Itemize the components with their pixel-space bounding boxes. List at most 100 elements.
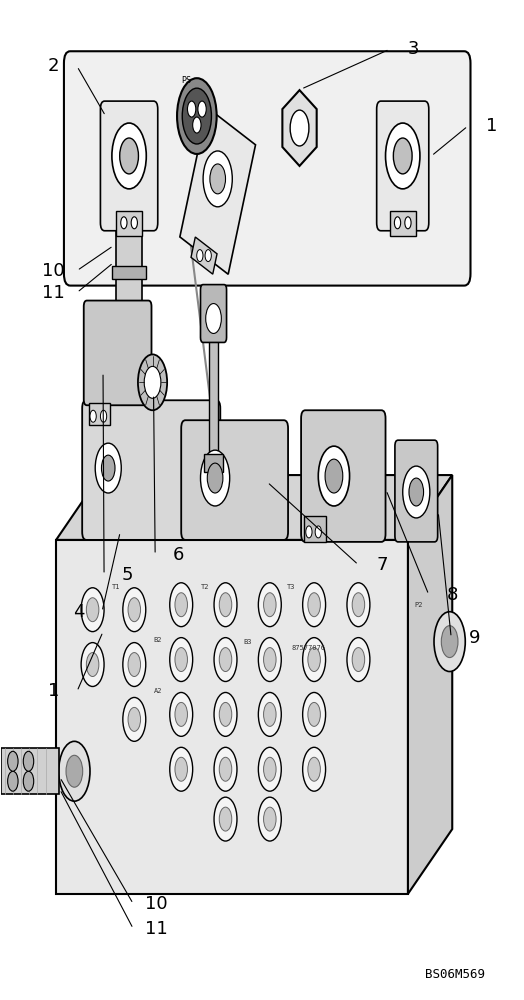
Circle shape <box>258 692 281 736</box>
Text: 11: 11 <box>145 920 168 938</box>
FancyBboxPatch shape <box>201 285 226 342</box>
Circle shape <box>196 250 203 262</box>
FancyBboxPatch shape <box>82 400 220 540</box>
Circle shape <box>59 741 90 801</box>
Polygon shape <box>180 107 256 274</box>
Circle shape <box>394 138 412 174</box>
Text: 5: 5 <box>122 566 133 584</box>
Circle shape <box>258 747 281 791</box>
FancyBboxPatch shape <box>84 301 151 405</box>
Circle shape <box>264 757 276 781</box>
Circle shape <box>325 459 343 493</box>
Circle shape <box>123 588 146 632</box>
Circle shape <box>219 593 232 617</box>
FancyBboxPatch shape <box>395 440 438 542</box>
Circle shape <box>258 583 281 627</box>
Circle shape <box>395 217 401 229</box>
Circle shape <box>405 217 411 229</box>
FancyBboxPatch shape <box>377 101 429 231</box>
Circle shape <box>112 123 146 189</box>
Text: T2: T2 <box>200 584 209 590</box>
Circle shape <box>214 692 237 736</box>
Circle shape <box>206 304 221 333</box>
Circle shape <box>210 164 225 194</box>
Circle shape <box>193 117 201 133</box>
Text: T1: T1 <box>112 584 121 590</box>
Circle shape <box>219 807 232 831</box>
Bar <box>56 540 408 894</box>
Text: 7: 7 <box>376 556 388 574</box>
Text: 2: 2 <box>48 57 59 75</box>
Circle shape <box>170 638 193 681</box>
Circle shape <box>95 443 121 493</box>
Bar <box>390 211 416 236</box>
Circle shape <box>308 757 320 781</box>
Circle shape <box>170 747 193 791</box>
Circle shape <box>90 410 96 422</box>
Circle shape <box>198 101 206 117</box>
Circle shape <box>66 755 83 787</box>
Circle shape <box>175 702 188 726</box>
Circle shape <box>121 217 127 229</box>
Text: B2: B2 <box>154 637 162 643</box>
Circle shape <box>81 643 104 686</box>
Circle shape <box>264 807 276 831</box>
FancyBboxPatch shape <box>101 101 158 231</box>
Text: 1: 1 <box>486 117 497 135</box>
FancyBboxPatch shape <box>301 410 386 542</box>
Polygon shape <box>191 237 217 274</box>
Bar <box>89 403 110 425</box>
Circle shape <box>86 653 99 677</box>
Circle shape <box>352 593 365 617</box>
Text: 9: 9 <box>469 629 481 647</box>
Circle shape <box>308 648 320 672</box>
Circle shape <box>441 626 458 658</box>
Bar <box>116 211 142 236</box>
Circle shape <box>81 588 104 632</box>
Circle shape <box>102 455 115 481</box>
Circle shape <box>188 101 196 117</box>
Circle shape <box>170 583 193 627</box>
Circle shape <box>352 648 365 672</box>
Text: PS: PS <box>181 76 191 85</box>
Circle shape <box>23 771 34 791</box>
Circle shape <box>175 757 188 781</box>
Circle shape <box>434 612 465 672</box>
Circle shape <box>208 463 223 493</box>
Bar <box>204 454 223 472</box>
Text: 1: 1 <box>48 682 59 700</box>
Text: P2: P2 <box>414 602 423 608</box>
Circle shape <box>303 638 325 681</box>
Circle shape <box>258 797 281 841</box>
Circle shape <box>131 217 137 229</box>
Text: BS06M569: BS06M569 <box>425 968 485 981</box>
Circle shape <box>264 702 276 726</box>
Text: 4: 4 <box>73 603 84 621</box>
Circle shape <box>101 410 107 422</box>
Circle shape <box>303 583 325 627</box>
Text: 6: 6 <box>173 546 184 564</box>
Circle shape <box>214 797 237 841</box>
Circle shape <box>303 692 325 736</box>
Bar <box>209 335 218 460</box>
Circle shape <box>409 478 423 506</box>
Polygon shape <box>282 90 316 166</box>
Circle shape <box>214 583 237 627</box>
Circle shape <box>308 702 320 726</box>
Polygon shape <box>56 475 452 540</box>
Circle shape <box>128 598 140 622</box>
Polygon shape <box>408 475 452 894</box>
Text: 10: 10 <box>145 895 168 913</box>
Circle shape <box>205 250 211 262</box>
Circle shape <box>203 151 232 207</box>
Text: A2: A2 <box>154 688 162 694</box>
Circle shape <box>86 598 99 622</box>
Circle shape <box>123 643 146 686</box>
Circle shape <box>403 466 430 518</box>
Bar <box>113 266 146 279</box>
Text: 11: 11 <box>42 284 65 302</box>
Circle shape <box>219 757 232 781</box>
Circle shape <box>347 638 370 681</box>
Text: B3: B3 <box>243 639 252 645</box>
Text: 10: 10 <box>42 262 65 280</box>
